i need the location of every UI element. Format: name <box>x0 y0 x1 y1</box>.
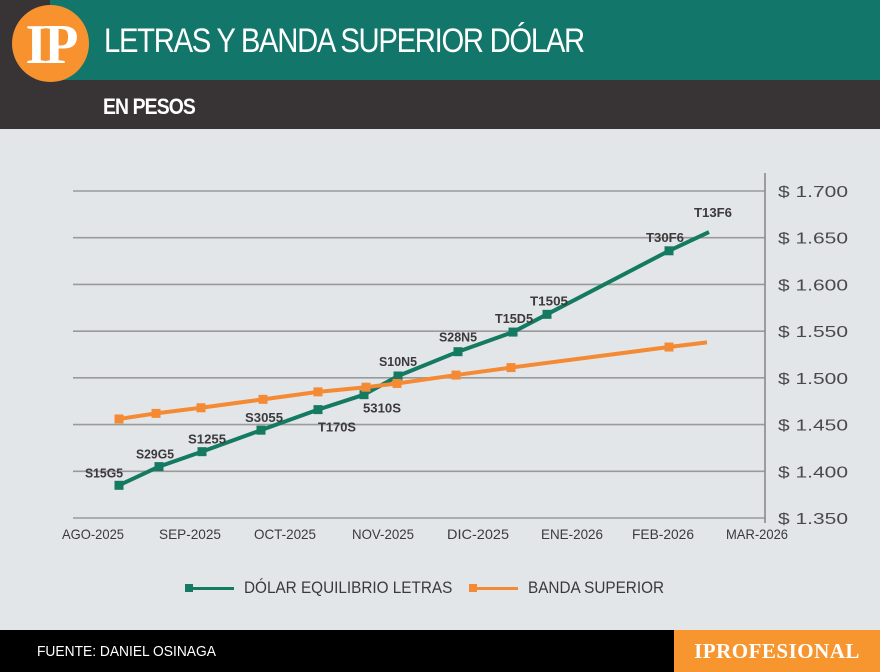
data-point-marker <box>664 246 674 256</box>
brand-box: IPROFESIONAL <box>674 630 880 672</box>
data-point-label: T15D5 <box>495 311 533 326</box>
data-point-label: 5310S <box>363 401 401 416</box>
chart-subtitle: EN PESOS <box>103 94 196 119</box>
data-point-marker <box>359 390 369 400</box>
data-point-marker <box>392 378 402 388</box>
data-point-marker <box>451 370 461 380</box>
data-point-label: T13F6 <box>694 205 732 220</box>
legend-orange-line-icon <box>469 583 518 592</box>
data-point-label: S3055 <box>245 410 283 425</box>
legend-item-banda-superior: BANDA SUPERIOR <box>469 578 679 598</box>
x-tick-label: SEP-2025 <box>159 526 221 542</box>
data-point-marker <box>196 403 206 413</box>
x-tick-label: NOV-2025 <box>352 526 414 542</box>
brand-logo-text: IPROFESIONAL <box>694 638 860 663</box>
data-point-marker <box>393 371 403 381</box>
data-point-marker <box>114 480 124 490</box>
data-point-marker <box>154 462 164 472</box>
data-point-label: S15G5 <box>85 465 123 480</box>
legend-item-dolar-equilibrio: DÓLAR EQUILIBRIO LETRAS <box>185 578 475 598</box>
x-tick-label: ENE-2026 <box>541 526 603 542</box>
data-point-marker <box>197 447 207 457</box>
legend-label: BANDA SUPERIOR <box>528 578 665 597</box>
ip-logo: IP <box>12 5 89 82</box>
logo-text: IP <box>25 13 79 76</box>
line-chart: $ 1.350 $ 1.400 $ 1.450 $ 1.500 $ 1.550 $ 1.6… <box>0 129 880 630</box>
data-point-label: T170S <box>318 420 356 435</box>
data-point-marker <box>256 425 266 435</box>
legend-green-line-icon <box>185 583 234 592</box>
data-point-label: S10N5 <box>379 354 417 369</box>
y-tick-label: $ 1.650 <box>778 231 848 248</box>
y-tick-label: $ 1.400 <box>778 464 848 481</box>
data-point-marker <box>258 394 268 404</box>
legend-label: DÓLAR EQUILIBRIO LETRAS <box>244 578 453 597</box>
x-tick-label: AGO-2025 <box>62 526 124 542</box>
data-point-marker <box>151 408 161 418</box>
x-tick-label: DIC-2025 <box>447 526 509 542</box>
y-tick-label: $ 1.350 <box>778 511 848 528</box>
source-credit: FUENTE: DANIEL OSINAGA <box>37 643 216 660</box>
x-tick-label: MAR-2026 <box>726 526 788 542</box>
data-point-marker <box>313 387 323 397</box>
data-point-marker <box>508 327 518 337</box>
chart-legend: DÓLAR EQUILIBRIO LETRAS BANDA SUPERIOR <box>0 578 880 604</box>
footer: FUENTE: DANIEL OSINAGA IPROFESIONAL <box>0 630 880 672</box>
data-point-marker <box>114 414 124 424</box>
data-point-marker <box>313 405 323 415</box>
data-point-label: T30F6 <box>646 230 684 245</box>
x-tick-label: FEB-2026 <box>632 526 694 542</box>
data-point-marker <box>542 309 552 319</box>
header-title-band <box>50 0 880 80</box>
chart-title: LETRAS Y BANDA SUPERIOR DÓLAR <box>104 22 585 60</box>
y-tick-label: $ 1.500 <box>778 371 848 388</box>
y-tick-label: $ 1.700 <box>778 184 848 201</box>
y-tick-label: $ 1.600 <box>778 277 848 294</box>
data-point-marker <box>664 342 674 352</box>
data-point-marker <box>361 382 371 392</box>
x-tick-label: OCT-2025 <box>254 526 316 542</box>
data-point-marker <box>506 363 516 373</box>
data-point-label: S28N5 <box>439 330 477 345</box>
data-point-label: S1255 <box>188 432 226 447</box>
data-point-marker <box>453 347 463 357</box>
data-point-label: S29G5 <box>136 447 174 462</box>
y-tick-label: $ 1.450 <box>778 418 848 435</box>
y-tick-label: $ 1.550 <box>778 324 848 341</box>
chart-plot-area: $ 1.350 $ 1.400 $ 1.450 $ 1.500 $ 1.550 $ 1.6… <box>62 173 848 542</box>
data-point-label: T1505 <box>530 293 568 308</box>
